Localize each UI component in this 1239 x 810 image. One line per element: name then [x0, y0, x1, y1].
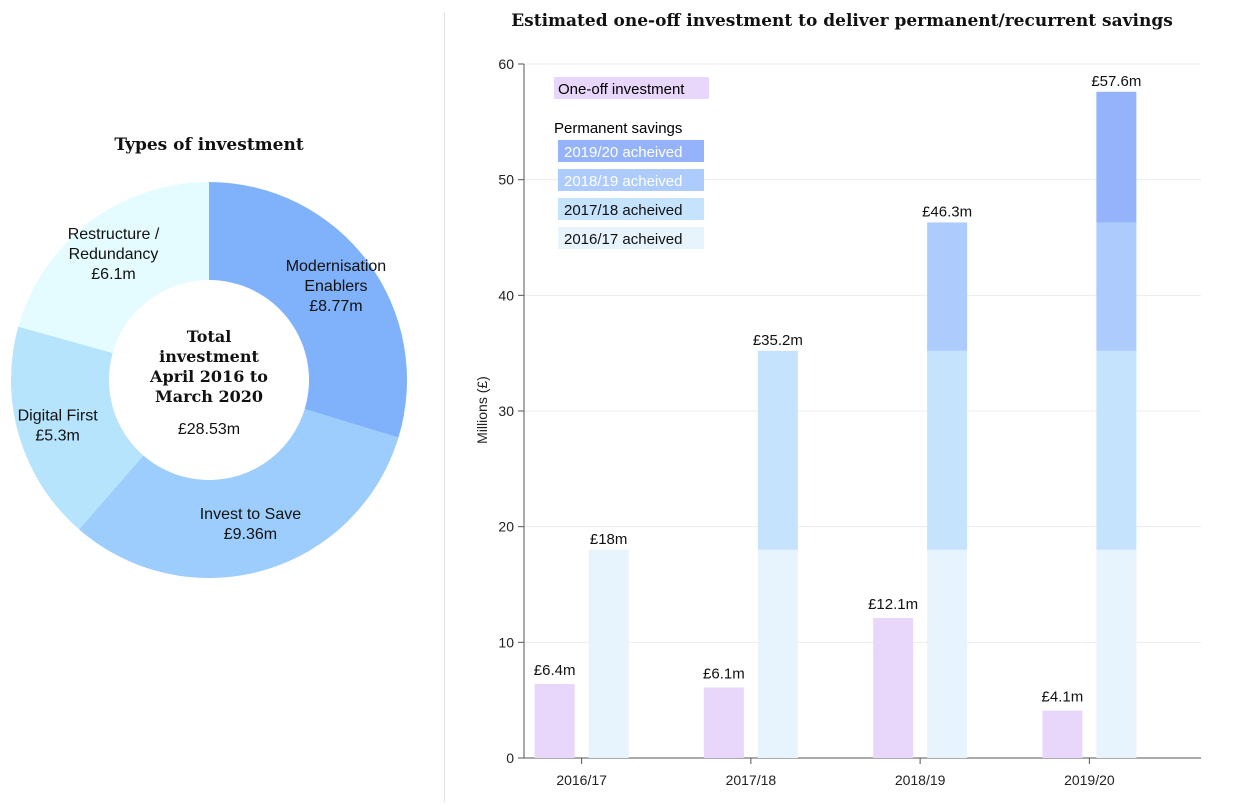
savings-total-label: £35.2m [753, 332, 803, 349]
x-tick-label: 2017/18 [726, 772, 777, 788]
investment-value-label: £6.4m [534, 662, 576, 679]
donut-chart-panel: Types of investment Modernisation Enablers… [0, 0, 440, 805]
legend-heading: Permanent savings [554, 120, 682, 137]
savings-bar-segment [1096, 222, 1137, 351]
y-tick-label: 10 [498, 634, 514, 650]
slice-name-label: Invest to Save [200, 506, 301, 523]
donut-center-text: March 2020 [155, 387, 263, 406]
investment-bar [873, 618, 914, 758]
savings-total-label: £57.6m [1091, 73, 1141, 90]
y-axis-label: Millions (£) [474, 376, 490, 444]
savings-bar-segment [1096, 350, 1137, 550]
savings-bar-segment [588, 549, 629, 758]
legend-swatch [558, 169, 704, 191]
slice-value-label: £6.1m [91, 266, 135, 283]
legend-label: 2017/18 acheived [564, 202, 682, 219]
y-tick-label: 20 [498, 519, 514, 535]
donut-center-text: investment [159, 347, 259, 366]
legend-swatch [558, 227, 704, 249]
y-tick-label: 30 [498, 403, 514, 419]
x-tick-label: 2019/20 [1064, 772, 1115, 788]
investment-value-label: £4.1m [1042, 689, 1084, 706]
legend-label: 2018/19 acheived [564, 173, 682, 190]
savings-bar-segment [757, 549, 798, 758]
slice-value-label: £5.3m [35, 427, 79, 444]
investment-bar [534, 683, 575, 758]
savings-bar-segment [757, 350, 798, 550]
slice-value-label: £8.77m [309, 298, 362, 315]
slice-name-label: Redundancy [69, 246, 159, 263]
savings-total-label: £46.3m [922, 203, 972, 220]
savings-bar-segment [1096, 549, 1137, 758]
y-tick-label: 40 [498, 287, 514, 303]
donut-center-text: Total [187, 327, 232, 346]
slice-name-label: Enablers [304, 278, 367, 295]
donut-center-value: £28.53m [178, 421, 240, 438]
donut-center-text: April 2016 to [149, 367, 268, 386]
donut-slice [10, 326, 144, 530]
y-tick-label: 50 [498, 172, 514, 188]
donut-title: Types of investment [114, 135, 304, 155]
savings-total-label: £18m [590, 531, 628, 548]
legend-label: One-off investment [558, 81, 685, 98]
x-tick-label: 2018/19 [895, 772, 946, 788]
savings-bar-segment [927, 549, 968, 758]
stacked-bar-chart: Estimated one-off investment to deliver … [474, 11, 1201, 788]
donut-slice [209, 182, 407, 438]
legend-label: 2019/20 acheived [564, 144, 682, 161]
investment-value-label: £6.1m [703, 665, 745, 682]
x-tick-label: 2016/17 [556, 772, 607, 788]
slice-name-label: Modernisation [286, 258, 387, 275]
donut-slice [18, 182, 209, 354]
donut-chart: Types of investment Modernisation Enablers… [10, 135, 407, 579]
investment-value-label: £12.1m [868, 596, 918, 613]
savings-bar-segment [1096, 91, 1137, 223]
legend-swatch [558, 198, 704, 220]
slice-value-label: £9.36m [224, 526, 277, 543]
legend-label: 2016/17 acheived [564, 231, 682, 248]
bar-chart-title: Estimated one-off investment to deliver … [511, 11, 1173, 31]
slice-name-label: Restructure / [68, 226, 160, 243]
donut-slice [79, 409, 399, 579]
investment-bar [1042, 710, 1083, 758]
y-tick-label: 60 [498, 56, 514, 72]
savings-bar-segment [927, 350, 968, 550]
legend-swatch [558, 140, 704, 162]
bar-chart-panel: Estimated one-off investment to deliver … [446, 0, 1239, 805]
legend-swatch [554, 77, 709, 99]
panel-divider [444, 12, 445, 802]
savings-bar-segment [927, 222, 968, 351]
y-tick-label: 0 [506, 750, 514, 766]
slice-name-label: Digital First [18, 407, 99, 424]
investment-bar [703, 687, 744, 758]
